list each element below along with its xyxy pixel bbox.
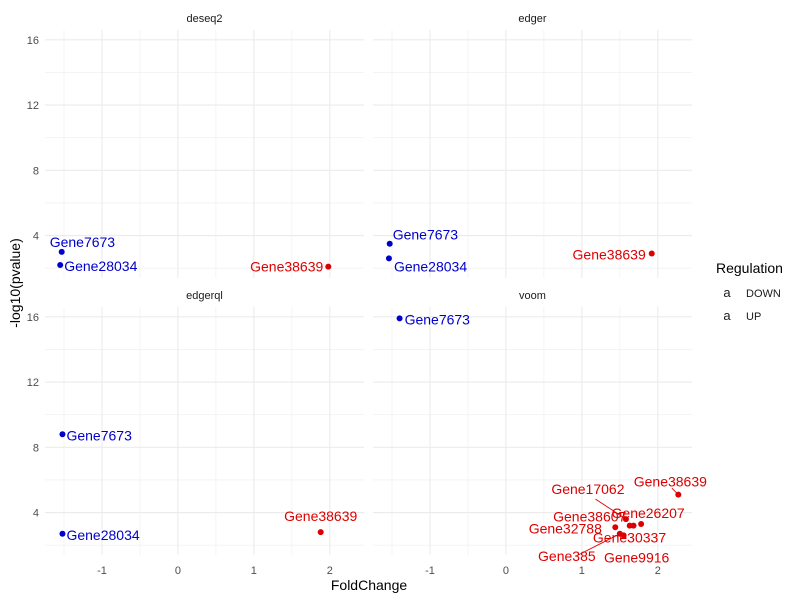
data-point-gene17062	[622, 516, 629, 523]
legend-key-up: a	[723, 308, 731, 323]
data-point-gene38639	[317, 529, 324, 536]
data-point-gene7673	[396, 315, 403, 322]
panel-edger: edger Gene7673 Gene28034 Gene38639	[373, 13, 692, 278]
data-point-gene9916	[620, 532, 627, 539]
data-label-gene385: Gene385	[538, 548, 596, 564]
y-tick-label: 4	[33, 508, 39, 520]
x-tick-label: 0	[175, 565, 181, 577]
strip-label-voom: voom	[519, 290, 546, 302]
data-point-gene28034	[57, 261, 64, 268]
x-tick-label: 1	[251, 565, 257, 577]
data-label-gene38639: Gene38639	[284, 508, 357, 524]
panel-deseq2: deseq2 4 8 12 16 Gene7673 Gene28034 Gene38639	[27, 13, 364, 278]
data-point-gene30337	[630, 522, 637, 529]
data-label-gene28034: Gene28034	[394, 258, 467, 274]
legend-label-up: UP	[746, 311, 761, 323]
y-tick-label: 8	[33, 165, 39, 177]
data-label-gene38639: Gene38639	[573, 247, 646, 263]
strip-label-edger: edger	[518, 13, 546, 25]
strip-label-edgerql: edgerql	[186, 290, 223, 302]
x-tick-label: 0	[503, 565, 509, 577]
y-tick-label: 16	[27, 35, 39, 47]
data-label-gene7673: Gene7673	[66, 427, 132, 443]
y-tick-label: 4	[33, 231, 39, 243]
data-point-gene32788	[612, 524, 619, 531]
data-label-gene7673: Gene7673	[405, 311, 471, 327]
legend-key-down: a	[723, 285, 731, 300]
data-label-gene26207: Gene26207	[612, 505, 685, 521]
strip-label-deseq2: deseq2	[186, 13, 222, 25]
data-label-gene9916: Gene9916	[604, 549, 670, 565]
y-axis-title: -log10(pvalue)	[7, 238, 23, 328]
label-leader-line	[595, 498, 627, 520]
data-point-gene7673	[59, 431, 66, 438]
data-point-gene26207	[638, 521, 645, 527]
data-label-gene17062: Gene17062	[551, 481, 624, 497]
data-label-gene38639: Gene38639	[634, 474, 707, 490]
data-label-gene28034: Gene28034	[64, 258, 137, 274]
y-tick-label: 8	[33, 442, 39, 454]
data-label-gene38639: Gene38639	[250, 259, 323, 275]
data-label-gene38607: Gene38607	[553, 509, 626, 525]
data-point-gene28034	[385, 255, 392, 262]
y-tick-label: 12	[27, 100, 39, 112]
data-point-gene7673	[58, 248, 65, 255]
legend: Regulation a DOWN a UP	[716, 260, 783, 323]
data-label-gene30337: Gene30337	[593, 530, 666, 546]
x-axis-title: FoldChange	[331, 577, 407, 593]
data-point-gene38639	[648, 250, 655, 257]
label-leader-line	[577, 533, 621, 556]
data-point-gene38639	[675, 491, 682, 498]
x-tick-label: -1	[97, 565, 107, 577]
x-tick-label: 1	[579, 565, 585, 577]
legend-label-down: DOWN	[746, 288, 781, 300]
legend-title: Regulation	[716, 260, 783, 276]
data-point-gene28034	[59, 530, 66, 537]
data-label-gene7673: Gene7673	[50, 234, 116, 250]
data-label-gene28034: Gene28034	[66, 527, 139, 543]
x-tick-label: -1	[425, 565, 435, 577]
y-tick-label: 16	[27, 312, 39, 324]
x-tick-label: 2	[655, 565, 661, 577]
data-point-gene7673	[386, 240, 393, 247]
panel-voom: voom -1 0 1 2 Gene7673 Gene38639 Gene17062 Gene3…	[373, 290, 707, 577]
data-point-gene38639	[325, 263, 332, 270]
data-label-gene7673: Gene7673	[393, 227, 459, 243]
x-tick-label: 2	[327, 565, 333, 577]
y-tick-label: 12	[27, 377, 39, 389]
data-label-gene32788: Gene32788	[529, 520, 602, 536]
